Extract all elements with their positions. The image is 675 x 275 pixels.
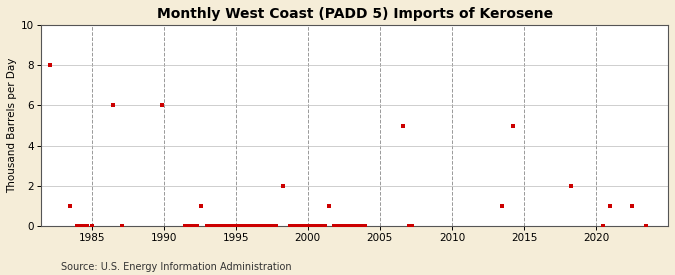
Point — [343, 224, 354, 229]
Point — [277, 184, 288, 188]
Point — [117, 224, 128, 229]
Point — [406, 224, 417, 229]
Point — [337, 224, 348, 229]
Point — [398, 123, 408, 128]
Point — [346, 224, 356, 229]
Point — [291, 224, 302, 229]
Point — [196, 204, 207, 208]
Point — [65, 204, 76, 208]
Point — [239, 224, 250, 229]
Point — [268, 224, 279, 229]
Point — [236, 224, 247, 229]
Point — [259, 224, 270, 229]
Point — [308, 224, 319, 229]
Point — [108, 103, 119, 108]
Point — [302, 224, 313, 229]
Point — [187, 224, 198, 229]
Point — [245, 224, 256, 229]
Point — [262, 224, 273, 229]
Point — [641, 224, 652, 229]
Y-axis label: Thousand Barrels per Day: Thousand Barrels per Day — [7, 58, 17, 193]
Point — [72, 224, 82, 229]
Point — [75, 224, 86, 229]
Point — [207, 224, 218, 229]
Point — [242, 224, 252, 229]
Point — [357, 224, 368, 229]
Point — [626, 204, 637, 208]
Point — [210, 224, 221, 229]
Point — [324, 204, 335, 208]
Point — [205, 224, 215, 229]
Point — [192, 224, 202, 229]
Point — [227, 224, 238, 229]
Point — [248, 224, 259, 229]
Point — [305, 224, 316, 229]
Point — [334, 224, 345, 229]
Point — [202, 224, 213, 229]
Point — [605, 204, 616, 208]
Point — [213, 224, 224, 229]
Point — [311, 224, 322, 229]
Point — [598, 224, 609, 229]
Point — [348, 224, 359, 229]
Point — [300, 224, 310, 229]
Point — [253, 224, 264, 229]
Point — [360, 224, 371, 229]
Point — [271, 224, 281, 229]
Point — [566, 184, 576, 188]
Point — [79, 224, 90, 229]
Title: Monthly West Coast (PADD 5) Imports of Kerosene: Monthly West Coast (PADD 5) Imports of K… — [157, 7, 553, 21]
Point — [320, 224, 331, 229]
Point — [403, 224, 414, 229]
Point — [250, 224, 261, 229]
Point — [340, 224, 350, 229]
Point — [294, 224, 304, 229]
Point — [352, 224, 362, 229]
Point — [296, 224, 307, 229]
Point — [317, 224, 327, 229]
Point — [86, 224, 97, 229]
Point — [157, 103, 167, 108]
Point — [328, 224, 339, 229]
Point — [188, 224, 199, 229]
Point — [180, 224, 191, 229]
Text: Source: U.S. Energy Information Administration: Source: U.S. Energy Information Administ… — [61, 262, 292, 272]
Point — [256, 224, 267, 229]
Point — [497, 204, 508, 208]
Point — [225, 224, 236, 229]
Point — [82, 224, 92, 229]
Point — [221, 224, 232, 229]
Point — [219, 224, 230, 229]
Point — [288, 224, 299, 229]
Point — [354, 224, 365, 229]
Point — [216, 224, 227, 229]
Point — [265, 224, 275, 229]
Point — [44, 63, 55, 67]
Point — [285, 224, 296, 229]
Point — [233, 224, 244, 229]
Point — [184, 224, 194, 229]
Point — [508, 123, 518, 128]
Point — [331, 224, 342, 229]
Point — [314, 224, 325, 229]
Point — [230, 224, 241, 229]
